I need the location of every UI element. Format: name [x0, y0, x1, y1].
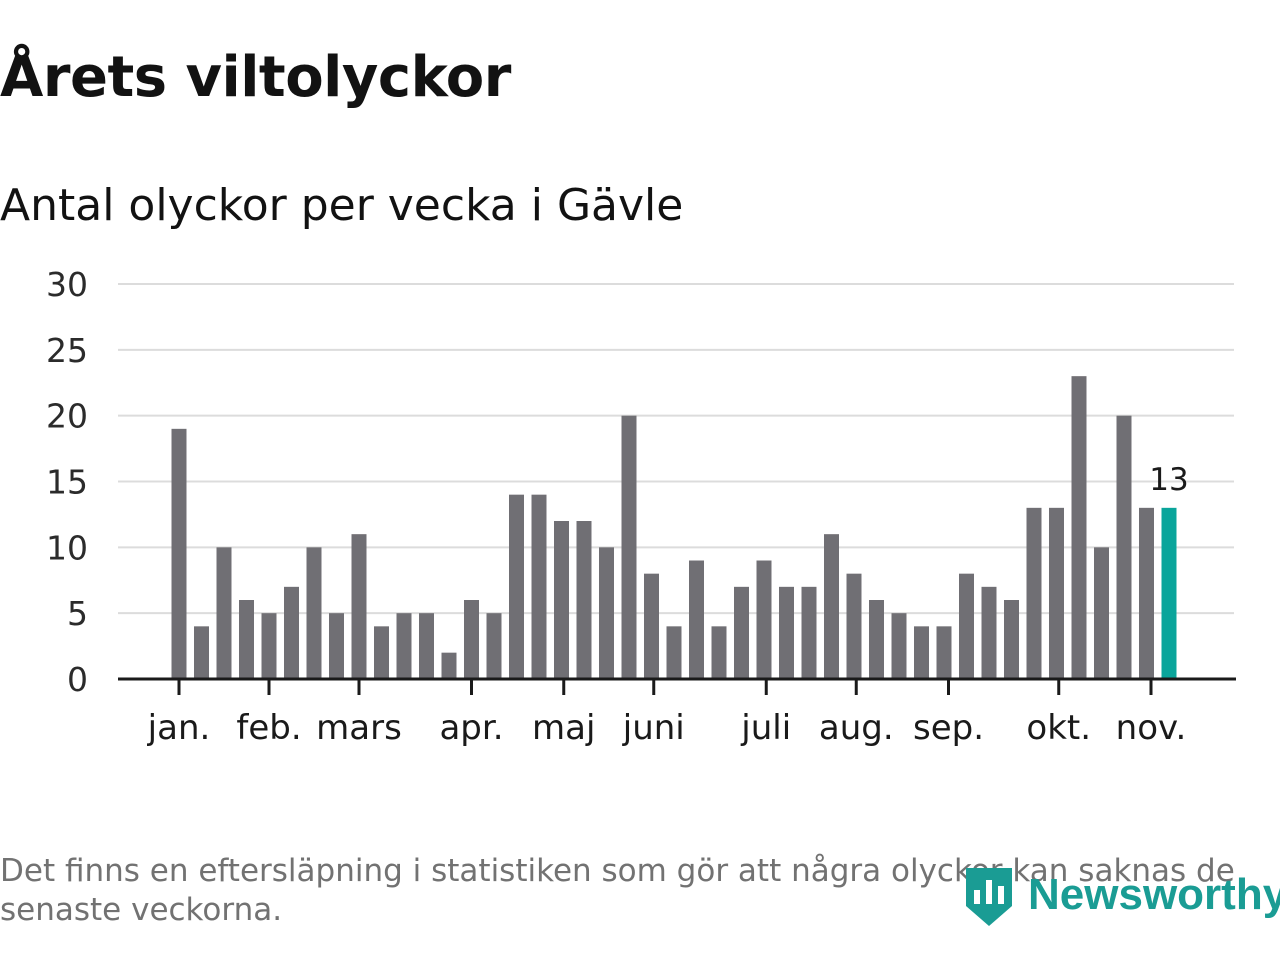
bar	[554, 521, 569, 679]
bar	[351, 534, 367, 679]
bar	[441, 652, 457, 679]
bar	[216, 547, 232, 679]
y-tick-label: 0	[67, 660, 88, 699]
bar	[936, 626, 952, 679]
x-axis-ticks: jan. feb. mars apr. maj juni juli aug. sep. okt. n…	[147, 679, 1187, 748]
bar	[284, 586, 299, 679]
bar-value-label: 13	[1149, 462, 1188, 498]
bar	[486, 613, 502, 679]
bar	[846, 573, 862, 679]
bar	[869, 600, 884, 679]
bar	[756, 560, 772, 679]
x-tick-label: apr.	[439, 708, 503, 748]
bar-highlight	[1161, 507, 1177, 679]
bar	[1116, 415, 1132, 679]
bar	[374, 626, 389, 679]
bar	[239, 600, 254, 679]
bar	[599, 547, 614, 679]
footnote: Det finns en eftersläpning i statistiken…	[0, 853, 1235, 928]
bar	[801, 586, 817, 679]
y-tick-label: 20	[46, 397, 88, 436]
y-tick-label: 15	[46, 463, 88, 502]
bars: 13	[171, 376, 1189, 679]
x-tick-label: juli	[740, 708, 791, 748]
x-tick-label: feb.	[236, 708, 301, 748]
x-tick-label: juni	[622, 708, 685, 748]
bar	[576, 521, 592, 679]
bar	[1094, 547, 1109, 679]
y-tick-label: 30	[46, 265, 88, 304]
bar	[419, 613, 434, 679]
x-tick-label: nov.	[1116, 708, 1187, 748]
bar	[1004, 600, 1019, 679]
chart-title: Årets viltolyckor	[0, 45, 511, 110]
bar	[914, 626, 929, 679]
bar	[734, 586, 749, 679]
bar	[531, 494, 547, 679]
x-tick-label: mars	[316, 708, 402, 748]
bar	[644, 573, 659, 679]
bar	[666, 626, 682, 679]
bar	[1071, 376, 1087, 679]
bar	[261, 613, 277, 679]
bar	[689, 560, 704, 679]
chart-subtitle: Antal olyckor per vecka i Gävle	[0, 180, 684, 231]
bar	[171, 428, 187, 679]
bar	[711, 626, 727, 679]
y-tick-label: 10	[46, 528, 88, 567]
bar	[396, 613, 412, 679]
bar	[621, 415, 637, 679]
bar	[306, 547, 322, 679]
y-tick-label: 25	[46, 331, 88, 370]
bar	[194, 626, 209, 679]
x-tick-label: aug.	[819, 708, 894, 748]
bar	[1139, 507, 1154, 679]
bar	[824, 534, 839, 679]
x-tick-label: sep.	[913, 708, 984, 748]
bar	[981, 586, 997, 679]
bar	[329, 613, 344, 679]
newsworthy-logo: Newsworthy	[962, 858, 1280, 932]
x-tick-label: okt.	[1026, 708, 1091, 748]
x-tick-label: jan.	[147, 708, 211, 748]
y-axis-tick-labels: 0 5 10 15 20 25 30	[46, 265, 88, 699]
bar	[509, 494, 524, 679]
y-tick-label: 5	[67, 594, 88, 633]
bar	[779, 586, 794, 679]
bar	[1026, 507, 1042, 679]
bar	[1049, 507, 1064, 679]
newsworthy-logo-text: Newsworthy	[1028, 870, 1280, 919]
bar	[464, 600, 479, 679]
bar	[959, 573, 974, 679]
x-tick-label: maj	[532, 708, 595, 748]
gridlines	[118, 283, 1234, 615]
bar	[891, 613, 907, 679]
newsworthy-logo-icon	[966, 868, 1012, 926]
